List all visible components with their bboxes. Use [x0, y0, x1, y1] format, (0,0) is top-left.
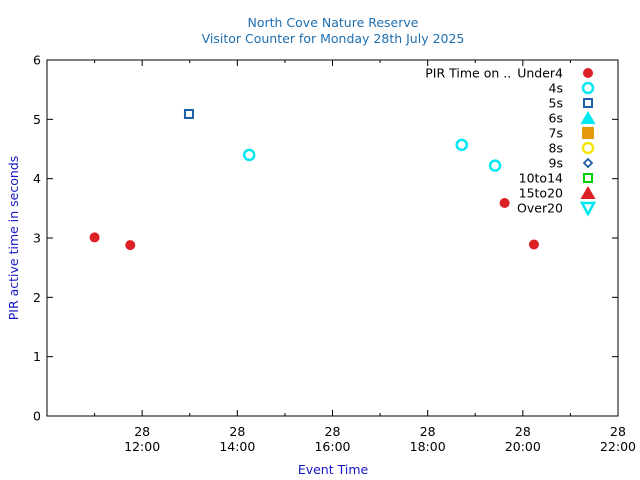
legend-marker-4s: [581, 81, 595, 95]
legend-label: 6s: [549, 111, 563, 126]
data-point-under4: [89, 232, 100, 243]
legend-marker-under4: [583, 68, 593, 78]
legend: PIR Time on .. Under44s5s6s7s8s9s10to1415…: [425, 66, 597, 217]
x-tick-time: 12:00: [124, 439, 160, 454]
data-point-4s: [455, 138, 469, 152]
legend-marker-8s: [581, 141, 595, 155]
legend-marker-10to14: [583, 173, 593, 183]
y-tick-label: 4: [33, 171, 41, 186]
data-point-under4: [528, 239, 539, 250]
legend-label: 4s: [549, 81, 563, 96]
legend-marker-over20: [579, 201, 597, 217]
legend-label-text: Under4: [517, 66, 563, 81]
y-tick-label: 1: [33, 349, 41, 364]
data-point-5s: [183, 108, 194, 119]
legend-label: 10to14: [519, 171, 563, 186]
x-tick-day: 28: [420, 424, 436, 439]
legend-title: PIR Time on ..: [425, 66, 511, 81]
plot-frame: [46, 59, 619, 417]
y-tick-label: 5: [33, 112, 41, 127]
y-axis-label: PIR active time in seconds: [6, 156, 21, 321]
x-axis-label: Event Time: [298, 462, 369, 477]
x-tick-day: 28: [515, 424, 531, 439]
y-tick-label: 0: [33, 409, 41, 424]
legend-label: 8s: [549, 141, 563, 156]
y-tick-label: 6: [33, 53, 41, 68]
data-point-4s: [488, 159, 502, 172]
legend-marker-6s: [580, 111, 596, 124]
data-points: [89, 108, 539, 251]
x-tick-time: 22:00: [600, 439, 636, 454]
data-point-under4: [125, 240, 136, 251]
x-axis: 2812:002814:002816:002818:002820:002822:…: [94, 60, 636, 454]
legend-label: 5s: [549, 96, 563, 111]
chart-subtitle: Visitor Counter for Monday 28th July 202…: [202, 31, 465, 46]
x-tick-day: 28: [229, 424, 245, 439]
legend-marker-7s: [582, 127, 594, 139]
x-tick-day: 28: [325, 424, 341, 439]
legend-label: 9s: [549, 156, 563, 171]
y-axis: 0 1 2 3 4 5 6: [33, 53, 618, 424]
legend-marker-9s: [582, 157, 594, 169]
legend-label: 7s: [549, 126, 563, 141]
data-point-4s: [242, 148, 256, 162]
legend-label: Over20: [517, 201, 563, 216]
x-tick-time: 18:00: [410, 439, 446, 454]
x-tick-day: 28: [610, 424, 626, 439]
x-tick-time: 14:00: [219, 439, 255, 454]
y-tick-label: 3: [33, 231, 41, 246]
legend-label: 15to20: [519, 186, 563, 201]
data-point-under4: [499, 197, 510, 208]
x-tick-time: 16:00: [314, 439, 350, 454]
chart-title: North Cove Nature Reserve: [248, 15, 419, 30]
x-tick-time: 20:00: [505, 439, 541, 454]
legend-marker-5s: [583, 98, 593, 108]
legend-marker-15to20: [580, 186, 596, 199]
x-tick-day: 28: [134, 424, 150, 439]
y-tick-label: 2: [33, 290, 41, 305]
legend-label: PIR Time on .. Under4: [425, 66, 563, 81]
